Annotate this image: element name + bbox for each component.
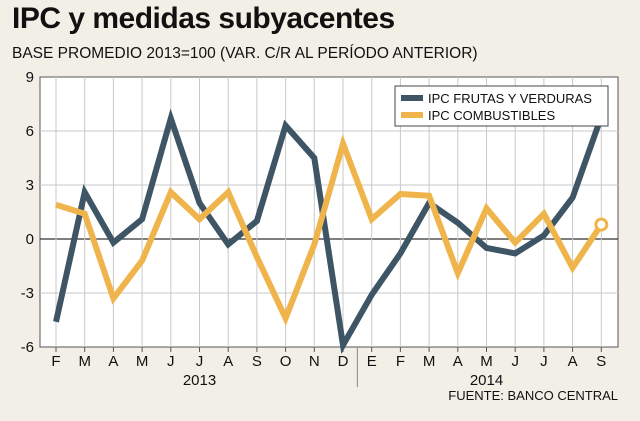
x-tick-label: O xyxy=(280,353,292,370)
x-tick-label: E xyxy=(367,353,377,370)
x-tick-label: S xyxy=(252,353,262,370)
legend-box xyxy=(394,85,609,127)
year-label: 2013 xyxy=(183,372,216,389)
year-label: 2014 xyxy=(470,372,503,389)
x-tick-label: A xyxy=(108,353,118,370)
x-tick-label: A xyxy=(568,353,578,370)
x-tick-label: M xyxy=(136,353,149,370)
legend-label: IPC FRUTAS Y VERDURAS xyxy=(428,91,592,106)
legend-label: IPC COMBUSTIBLES xyxy=(428,108,555,123)
chart-subtitle: BASE PROMEDIO 2013=100 (VAR. C/R AL PERÍ… xyxy=(12,45,478,62)
x-tick-label: J xyxy=(167,353,175,370)
y-tick-label: 9 xyxy=(26,69,34,86)
x-tick-label: J xyxy=(540,353,548,370)
end-marker-combustibles xyxy=(594,217,609,232)
x-tick-label: S xyxy=(596,353,606,370)
x-tick-label: D xyxy=(338,353,349,370)
series-line-frutas xyxy=(53,108,605,355)
x-tick-label: N xyxy=(309,353,320,370)
y-tick-label: -6 xyxy=(21,339,34,356)
x-tick-label: F xyxy=(396,353,405,370)
y-tick-label: 0 xyxy=(26,231,34,248)
x-tick-label: M xyxy=(78,353,91,370)
x-tick-label: J xyxy=(196,353,204,370)
x-tick-label: A xyxy=(453,353,463,370)
y-tick-label: -3 xyxy=(21,285,34,302)
x-tick-label: A xyxy=(223,353,233,370)
source-note: FUENTE: BANCO CENTRAL xyxy=(448,388,618,403)
chart-title: IPC y medidas subyacentes xyxy=(12,2,395,35)
y-tick-label: 3 xyxy=(26,177,34,194)
x-tick-label: M xyxy=(423,353,436,370)
y-tick-label: 6 xyxy=(26,123,34,140)
x-tick-label: J xyxy=(511,353,519,370)
x-tick-label: F xyxy=(51,353,60,370)
series-line-combustibles xyxy=(55,134,604,326)
x-tick-label: M xyxy=(480,353,493,370)
